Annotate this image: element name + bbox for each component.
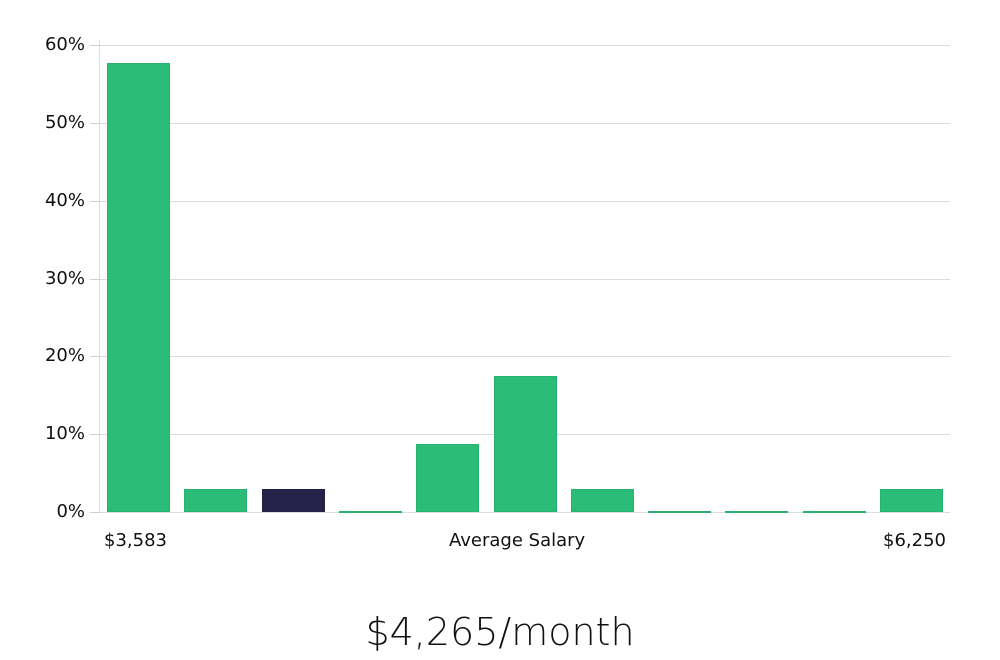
- bar: [416, 444, 479, 512]
- y-tick-label: 60%: [44, 34, 85, 55]
- bar: [339, 511, 402, 513]
- y-tick-mark: [90, 512, 100, 513]
- bar: [184, 489, 247, 512]
- bar: [725, 511, 788, 513]
- y-tick-label: 10%: [44, 423, 85, 444]
- y-tick-mark: [90, 434, 100, 435]
- y-tick-label: 0%: [56, 501, 85, 522]
- y-tick-label: 20%: [44, 345, 85, 366]
- y-tick-mark: [90, 123, 100, 124]
- y-axis-line: [99, 40, 100, 513]
- y-tick-mark: [90, 279, 100, 280]
- gridline: [100, 279, 950, 280]
- average-salary-headline: $4,265/month: [365, 610, 635, 654]
- gridline: [100, 123, 950, 124]
- y-tick-label: 50%: [44, 112, 85, 133]
- y-tick-label: 40%: [44, 190, 85, 211]
- bar: [571, 489, 634, 512]
- bar: [880, 489, 943, 512]
- gridline: [100, 356, 950, 357]
- x-min-label: $3,583: [104, 530, 167, 551]
- bar: [494, 376, 557, 512]
- highlighted-bar: [262, 489, 325, 512]
- gridline: [100, 201, 950, 202]
- x-axis-title: Average Salary: [449, 530, 586, 551]
- x-max-label: $6,250: [883, 530, 946, 551]
- bar: [648, 511, 711, 513]
- gridline: [100, 512, 950, 513]
- gridline: [100, 45, 950, 46]
- y-tick-label: 30%: [44, 268, 85, 289]
- bar: [803, 511, 866, 513]
- bar: [107, 63, 170, 512]
- y-tick-mark: [90, 45, 100, 46]
- y-tick-mark: [90, 201, 100, 202]
- y-tick-mark: [90, 356, 100, 357]
